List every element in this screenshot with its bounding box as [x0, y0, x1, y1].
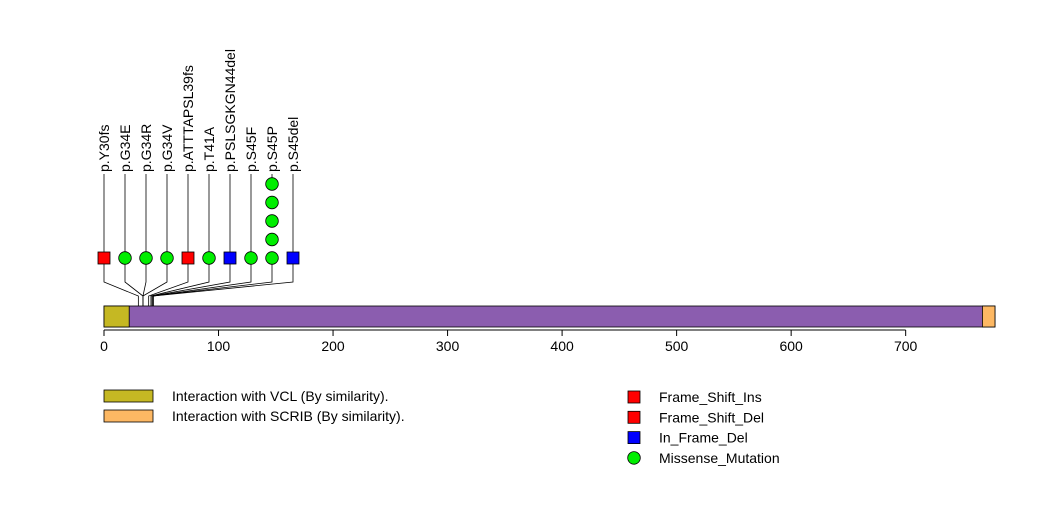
mutation-connector — [151, 258, 231, 306]
x-tick-label: 300 — [436, 338, 460, 354]
mutation-connectors — [103, 174, 294, 306]
mutation-marker — [244, 251, 258, 265]
legend-type-label: In_Frame_Del — [659, 430, 748, 446]
mutation-marker — [160, 251, 174, 265]
mutation-label: p.T41A — [201, 126, 217, 172]
legend-type-marker — [627, 410, 641, 424]
legend-type-label: Frame_Shift_Ins — [659, 389, 762, 405]
legend: Interaction with VCL (By similarity). Int… — [103, 388, 780, 466]
mutation-label: p.S45del — [285, 117, 301, 172]
mutation-label: p.S45F — [243, 127, 259, 172]
domain-1 — [982, 305, 996, 328]
x-tick-label: 200 — [321, 338, 345, 354]
x-tick-label: 500 — [665, 338, 689, 354]
mutation-connector — [152, 258, 273, 306]
x-tick-label: 100 — [207, 338, 231, 354]
legend-domain-swatch — [103, 389, 154, 403]
legend-type-marker — [627, 390, 641, 404]
mutation-marker — [181, 251, 195, 265]
mutation-marker — [286, 251, 300, 265]
mutation-marker — [202, 251, 216, 265]
legend-type-marker — [627, 431, 641, 445]
x-tick-label: 700 — [894, 338, 918, 354]
legend-type-label: Frame_Shift_Del — [659, 409, 764, 425]
mutation-marker — [97, 251, 111, 265]
domain-0 — [103, 305, 130, 328]
mutation-marker — [223, 251, 237, 265]
mutation-connector — [142, 258, 147, 306]
mutation-connector — [148, 258, 189, 306]
mutation-labels: p.Y30fs p.G34E p.G34R p.G34V p.ATTTAPSL39fs p… — [96, 49, 301, 172]
mutation-connector — [103, 258, 139, 306]
legend-domain-swatch — [103, 409, 154, 423]
mutation-connector — [152, 258, 252, 306]
protein-backbone — [103, 305, 996, 328]
mutation-marker — [118, 251, 132, 265]
mutation-marker — [139, 251, 153, 265]
mutation-marker — [265, 177, 279, 191]
mutation-connector — [124, 258, 144, 306]
mutation-label: p.ATTTAPSL39fs — [180, 65, 196, 172]
mutation-label: p.G34E — [117, 125, 133, 172]
x-tick-label: 600 — [779, 338, 803, 354]
mutation-marker — [265, 195, 279, 210]
mutation-connector — [150, 258, 210, 306]
legend-domain-label: Interaction with VCL (By similarity). — [172, 388, 389, 404]
mutation-label: p.S45P — [264, 126, 280, 172]
mutation-label: p.G34V — [159, 124, 175, 172]
x-axis: 0 100 200 300 400 500 600 700 — [100, 329, 918, 354]
legend-domain-label: Interaction with SCRIB (By similarity). — [172, 408, 405, 424]
mutation-connector — [142, 258, 168, 306]
x-tick-label: 400 — [550, 338, 574, 354]
mutation-label: p.PSLSGKGN44del — [222, 49, 238, 172]
legend-type-label: Missense_Mutation — [659, 450, 780, 466]
mutation-marker — [265, 232, 279, 247]
mutation-label: p.G34R — [138, 124, 154, 172]
mutation-marker — [265, 251, 279, 265]
x-tick-label: 0 — [100, 338, 108, 354]
legend-type-marker — [627, 451, 641, 465]
mutation-connector — [152, 258, 294, 306]
protein-bar — [103, 305, 996, 328]
mutation-label: p.Y30fs — [96, 125, 112, 172]
mutation-markers — [97, 177, 300, 265]
mutation-marker — [265, 214, 279, 228]
